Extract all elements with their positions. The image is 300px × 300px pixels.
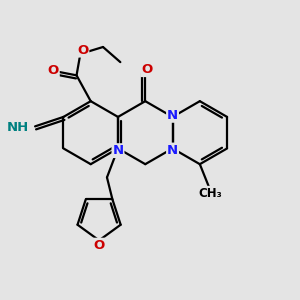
Text: N: N bbox=[167, 109, 178, 122]
Text: O: O bbox=[77, 44, 88, 57]
Text: O: O bbox=[141, 63, 152, 76]
Text: N: N bbox=[167, 143, 178, 157]
Text: O: O bbox=[94, 238, 105, 252]
Text: NH: NH bbox=[7, 122, 29, 134]
Text: CH₃: CH₃ bbox=[198, 187, 222, 200]
Text: O: O bbox=[48, 64, 59, 77]
Text: N: N bbox=[112, 144, 124, 157]
